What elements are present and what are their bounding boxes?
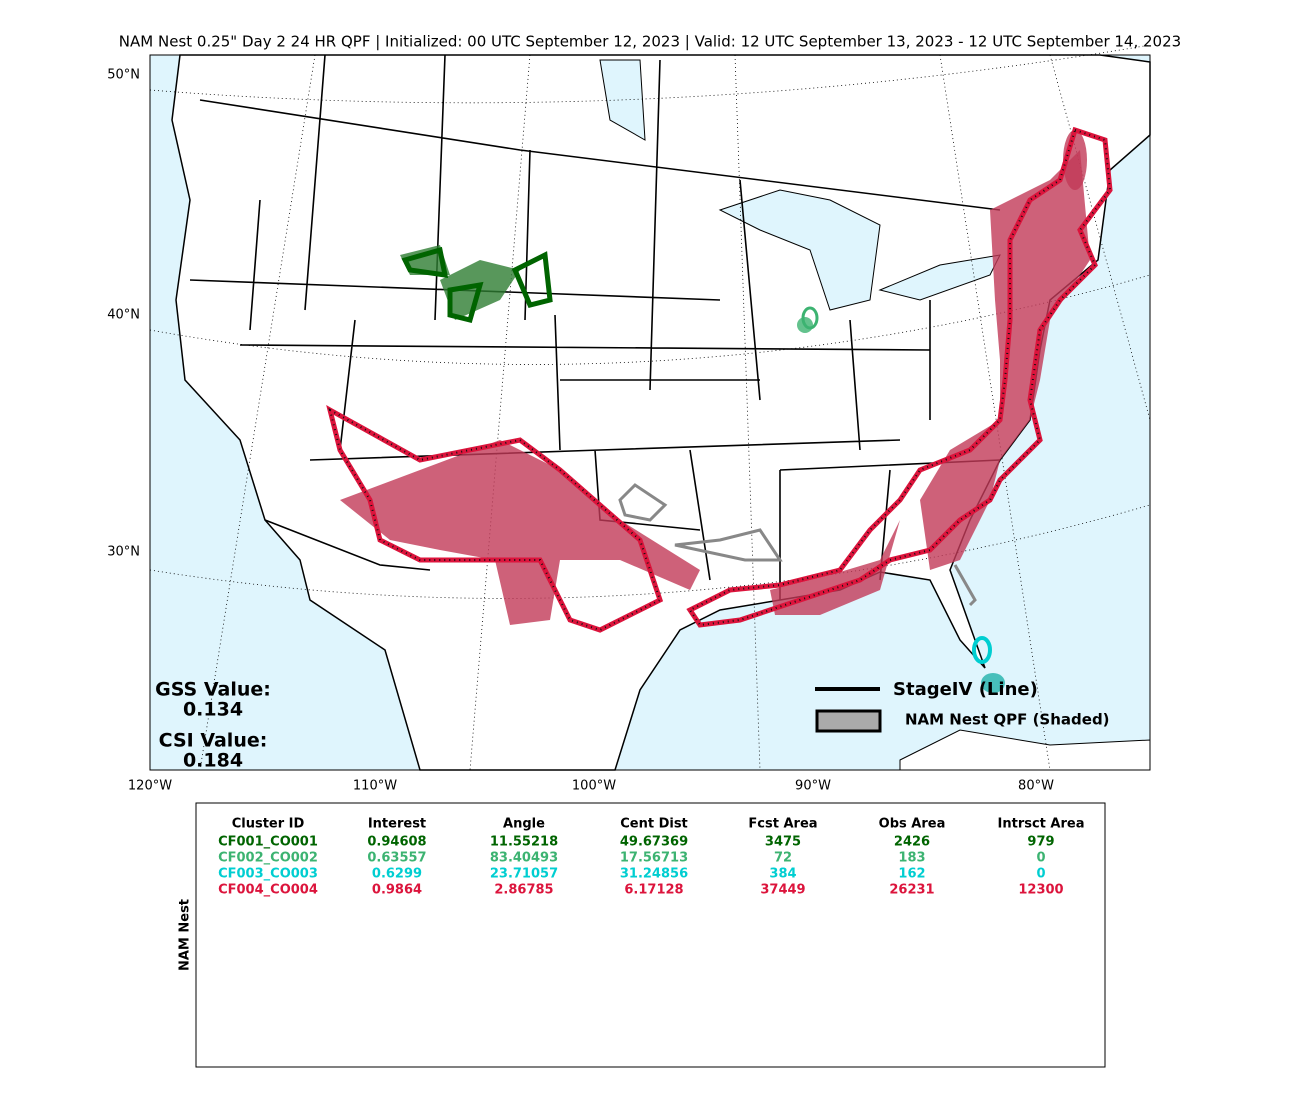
table-cell: 23.71057 xyxy=(490,867,558,882)
table-cell: 12300 xyxy=(1018,883,1063,898)
title: NAM Nest 0.25" Day 2 24 HR QPF | Initial… xyxy=(119,33,1181,51)
table-cell: 0.6299 xyxy=(372,867,422,882)
table-cell: 11.55218 xyxy=(490,835,558,850)
table-header: Cent Dist xyxy=(620,817,688,832)
map-labels: GSS Value: 0.134 CSI Value: 0.184 StageI… xyxy=(155,679,1110,1068)
table-cell: 26231 xyxy=(889,883,934,898)
forecast-area xyxy=(340,440,700,625)
table-header: Angle xyxy=(503,817,545,832)
gss-value: 0.134 xyxy=(183,699,243,721)
table-cell: 72 xyxy=(774,851,792,866)
table-cell: 183 xyxy=(898,851,925,866)
legend-label: NAM Nest QPF (Shaded) xyxy=(905,711,1110,729)
table-cell: CF004_CO004 xyxy=(218,883,318,898)
table-cell: 0.9864 xyxy=(372,883,422,898)
table-frame xyxy=(195,802,1106,1068)
lon-label: 100°W xyxy=(572,779,616,794)
table-cell: 162 xyxy=(898,867,925,882)
table-cell: 17.56713 xyxy=(620,851,688,866)
table-cell: CF001_CO001 xyxy=(218,835,318,850)
table-cell: CF003_CO003 xyxy=(218,867,318,882)
table-cell: 384 xyxy=(769,867,796,882)
lon-label: 80°W xyxy=(1018,779,1054,794)
state-lines xyxy=(189,54,1001,600)
forecast-area xyxy=(400,245,520,320)
lon-label: 90°W xyxy=(795,779,831,794)
map-frame xyxy=(149,54,1151,771)
gss-label: GSS Value: xyxy=(155,679,271,701)
csi-label: CSI Value: xyxy=(159,730,268,752)
table-header: Interest xyxy=(368,817,426,832)
graticule xyxy=(149,44,1151,771)
table-cell: 979 xyxy=(1027,835,1054,850)
table-cell: 31.24856 xyxy=(620,867,688,882)
table-cell: 37449 xyxy=(760,883,805,898)
observed-contours xyxy=(326,126,1113,664)
table-header: Intrsct Area xyxy=(998,817,1085,832)
table-header: Fcst Area xyxy=(748,817,817,832)
table-cell: 0 xyxy=(1036,867,1045,882)
table-cell: 0.63557 xyxy=(367,851,426,866)
map xyxy=(149,44,1151,771)
table-cell: 0 xyxy=(1036,851,1045,866)
lat-label: 40°N xyxy=(107,308,140,323)
table-cell: 6.17128 xyxy=(624,883,683,898)
legend-swatch xyxy=(815,709,882,733)
table-cell: 0.94608 xyxy=(367,835,426,850)
lat-label: 50°N xyxy=(107,68,140,83)
lon-label: 120°W xyxy=(128,779,172,794)
table-cell: 49.67369 xyxy=(620,835,688,850)
forecast-area xyxy=(770,520,900,615)
table-header: Cluster ID xyxy=(232,817,305,832)
table-cell: 3475 xyxy=(765,835,801,850)
table-cell: 83.40493 xyxy=(490,851,558,866)
table-side-label: NAM Nest xyxy=(178,899,193,971)
table-cell: 2426 xyxy=(894,835,930,850)
lon-label: 110°W xyxy=(353,779,397,794)
table-cell: 2.86785 xyxy=(494,883,553,898)
table-cell: CF002_CO002 xyxy=(218,851,318,866)
lat-label: 30°N xyxy=(107,545,140,560)
csi-value: 0.184 xyxy=(183,750,243,772)
legend-label: StageIV (Line) xyxy=(893,679,1038,700)
table-header: Obs Area xyxy=(879,817,946,832)
forecast-area xyxy=(981,673,1005,693)
